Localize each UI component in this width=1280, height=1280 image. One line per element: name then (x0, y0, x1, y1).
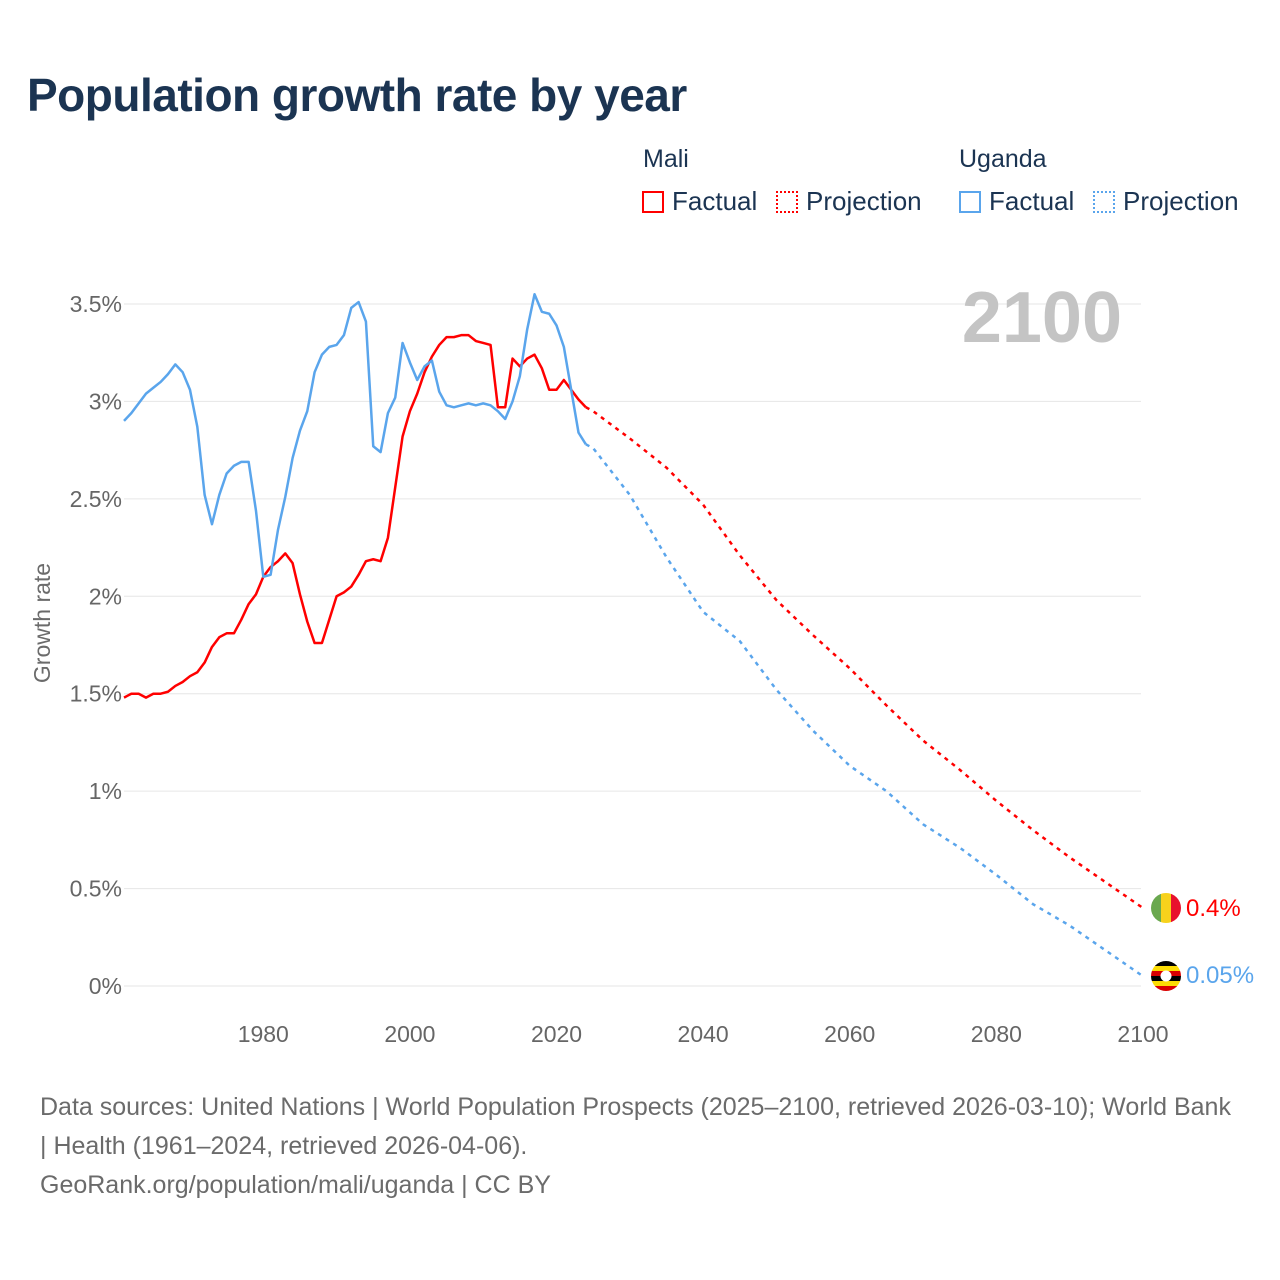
x-tick-label: 2020 (531, 1021, 582, 1047)
x-tick-label: 1980 (238, 1021, 289, 1047)
y-tick-label: 2.5% (70, 486, 122, 512)
y-tick-label: 2% (89, 583, 122, 609)
legend-uganda-factual[interactable]: Factual (959, 186, 1074, 217)
year-watermark: 2100 (962, 278, 1122, 358)
uganda-factual-line (123, 293, 587, 579)
legend-group-uganda: Uganda (959, 145, 1047, 173)
chart-title: Population growth rate by year (27, 69, 687, 121)
y-axis-label: Growth rate (29, 563, 55, 683)
y-tick-label: 1% (89, 778, 122, 804)
x-tick-label: 2040 (678, 1021, 729, 1047)
mali-factual-line (123, 333, 587, 699)
legend-swatch-dotted (776, 190, 798, 213)
x-tick-label: 2100 (1117, 1021, 1168, 1047)
legend-uganda-projection[interactable]: Projection (1093, 186, 1239, 217)
legend-label: Projection (806, 186, 922, 216)
y-tick-label: 0% (89, 973, 122, 999)
mali-projection-line (585, 406, 1144, 910)
chart-area: 0% 0.5% 1% 1.5% 2% 2.5% 3% 3.5% 1980 2000 2020 2040… (29, 278, 1254, 1047)
attribution-link[interactable]: GeoRank.org/population/mali/uganda | CC … (40, 1171, 551, 1199)
x-tick-label: 2060 (824, 1021, 875, 1047)
y-tick-label: 1.5% (70, 681, 122, 707)
uganda-projection-line (585, 443, 1144, 978)
legend-label: Factual (989, 186, 1075, 216)
y-tick-label: 0.5% (70, 876, 122, 902)
x-tick-label: 2080 (971, 1021, 1022, 1047)
legend-label: Factual (672, 186, 758, 216)
uganda-flag-icon (1151, 961, 1181, 991)
x-tick-label: 2000 (384, 1021, 435, 1047)
legend-swatch-solid (959, 190, 981, 213)
y-tick-label: 3% (89, 388, 122, 414)
legend-group-mali: Mali (643, 145, 689, 173)
legend-mali-projection[interactable]: Projection (776, 186, 922, 217)
mali-flag-icon (1151, 893, 1181, 923)
mali-end-label: 0.4% (1186, 895, 1241, 922)
footer: Data sources: United Nations | World Pop… (40, 1088, 1240, 1205)
legend-swatch-dotted (1093, 190, 1115, 213)
legend-swatch-solid (642, 190, 664, 213)
uganda-end-label: 0.05% (1186, 962, 1254, 989)
legend-mali-factual[interactable]: Factual (642, 186, 757, 217)
legend-label: Projection (1123, 186, 1239, 216)
y-tick-label: 3.5% (70, 291, 122, 317)
data-sources: Data sources: United Nations | World Pop… (40, 1093, 1231, 1160)
